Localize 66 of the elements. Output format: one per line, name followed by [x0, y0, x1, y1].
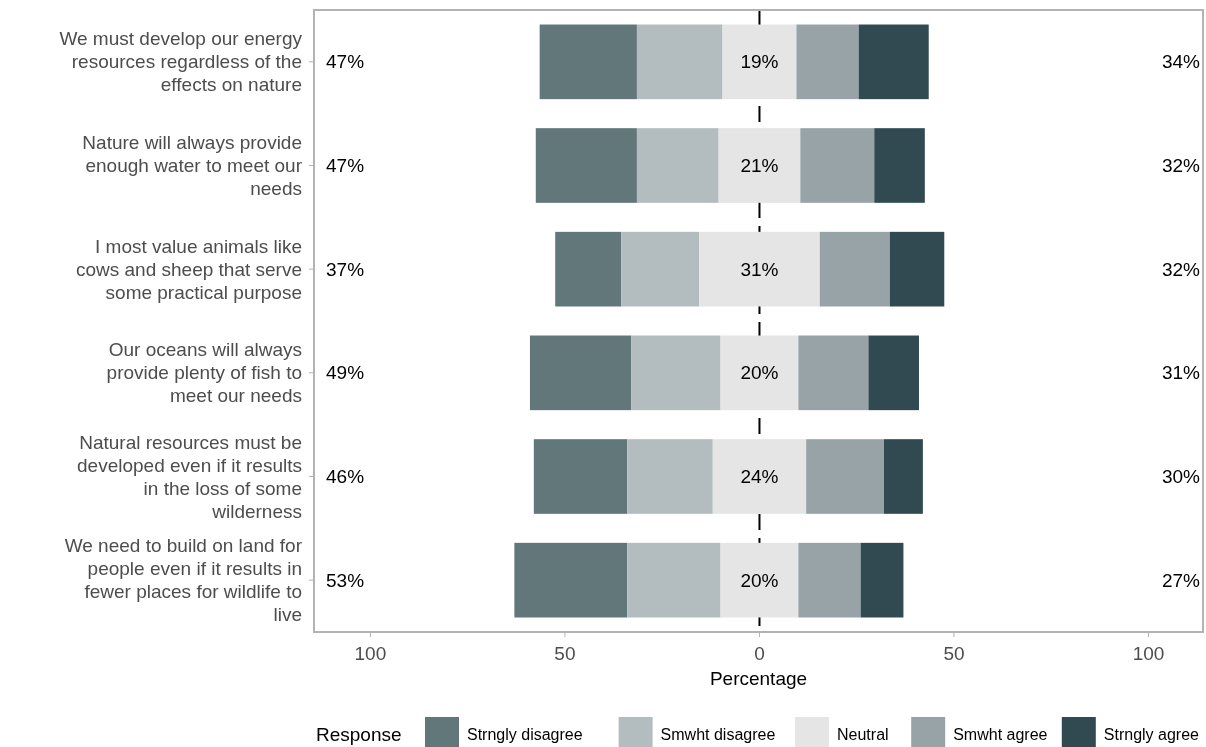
bar [798, 335, 869, 411]
bar [627, 542, 721, 618]
bar [699, 231, 820, 307]
annotation: 49% [326, 362, 365, 384]
annotation: 47% [326, 51, 365, 73]
bar [535, 128, 637, 203]
bar [718, 128, 801, 203]
bar [720, 335, 799, 411]
bar [533, 439, 628, 514]
data-label: 24% [740, 466, 779, 488]
annotation: 46% [326, 466, 365, 488]
bar [883, 439, 923, 514]
bar [874, 128, 925, 203]
annotation: 30% [1161, 466, 1201, 488]
annotation: 31% [1161, 362, 1201, 384]
y-tick-label: Our oceans will always provide plenty of fish to meet our needs [106, 339, 302, 407]
y-tick-label: Nature will always provide enough water to meet our needs [82, 132, 303, 200]
annotation: 53% [326, 569, 365, 591]
x-tick-label: 100 [1132, 642, 1165, 664]
bar [636, 24, 723, 100]
bar [858, 24, 929, 100]
annotation: 32% [1161, 155, 1201, 177]
data-label: 19% [740, 51, 779, 73]
data-label: 20% [740, 569, 779, 591]
bar [722, 24, 797, 100]
bar [621, 231, 700, 307]
bar [712, 439, 807, 514]
data-label: 31% [740, 258, 779, 280]
data-label: 21% [740, 155, 779, 177]
bar [514, 542, 628, 618]
bar [720, 542, 799, 618]
bar [798, 542, 861, 618]
legend-label: Strngly agree [1103, 725, 1200, 743]
annotation: 27% [1161, 569, 1201, 591]
bar [889, 231, 945, 307]
bar [819, 231, 890, 307]
annotation: 47% [326, 155, 365, 177]
x-tick-label: 50 [943, 642, 965, 664]
bar [539, 24, 637, 100]
x-axis-title: Percentage [709, 667, 808, 689]
bar [800, 128, 875, 203]
annotation: 34% [1161, 51, 1201, 73]
annotation: 32% [1161, 258, 1201, 280]
bar [868, 335, 919, 411]
legend-label: Neutral [837, 725, 889, 743]
legend-label: Strngly disagree [467, 725, 583, 743]
bar [631, 335, 721, 411]
legend-title: Response [316, 723, 402, 745]
bar [796, 24, 859, 100]
y-tick-label: We need to build on land for people even if it results in fewer places for wildlife to live [64, 535, 303, 626]
legend-label: Smwht agree [953, 725, 1048, 743]
data-label: 20% [740, 362, 779, 384]
legend-label: Smwht disagree [660, 725, 776, 743]
bar [555, 231, 622, 307]
y-tick-label: I most value animals like cows and sheep that serve some practical purpose [75, 235, 302, 303]
y-tick-label: We must develop our energy resources regardless of the effects on nature [59, 28, 303, 96]
x-tick-label: 50 [554, 642, 576, 664]
y-tick-label: Natural resources must be developed even if it results in the loss of some wilderness [77, 431, 302, 522]
x-tick-label: 0 [754, 642, 765, 664]
bar [627, 439, 713, 514]
annotation: 37% [326, 258, 365, 280]
bar [636, 128, 719, 203]
x-tick-label: 100 [354, 642, 387, 664]
bar [529, 335, 632, 411]
bar [806, 439, 884, 514]
bar [860, 542, 904, 618]
